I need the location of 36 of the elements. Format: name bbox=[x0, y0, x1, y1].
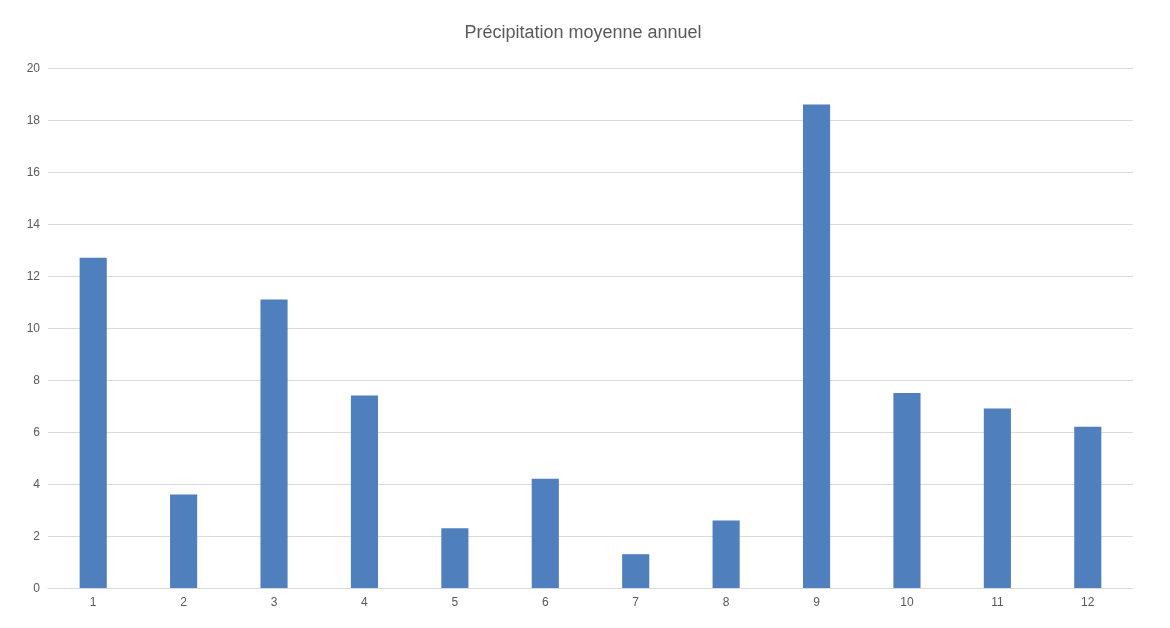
y-tick-label: 4 bbox=[33, 477, 41, 491]
x-tick-label: 4 bbox=[361, 595, 369, 609]
y-tick-label: 0 bbox=[33, 581, 41, 595]
bar bbox=[79, 257, 107, 588]
bar bbox=[802, 104, 831, 588]
bar bbox=[350, 395, 379, 588]
x-tick-label: 2 bbox=[180, 595, 188, 609]
x-tick-label: 9 bbox=[813, 595, 821, 609]
bar bbox=[1074, 426, 1102, 588]
x-tick-label: 8 bbox=[722, 595, 730, 609]
y-tick-label: 10 bbox=[26, 321, 41, 335]
bar bbox=[622, 554, 650, 588]
x-tick-label: 7 bbox=[632, 595, 640, 609]
y-tick-label: 12 bbox=[26, 269, 41, 283]
bar bbox=[712, 520, 740, 588]
y-tick-label: 18 bbox=[26, 113, 41, 127]
y-tick-label: 2 bbox=[33, 529, 41, 543]
chart-title: Précipitation moyenne annuel bbox=[464, 22, 702, 42]
bar bbox=[170, 494, 198, 588]
x-tick-label: 3 bbox=[270, 595, 278, 609]
x-tick-label: 5 bbox=[451, 595, 459, 609]
y-tick-label: 6 bbox=[33, 425, 41, 439]
bar bbox=[531, 478, 559, 588]
x-tick-label: 6 bbox=[541, 595, 549, 609]
y-tick-label: 14 bbox=[26, 217, 41, 231]
y-tick-label: 20 bbox=[26, 61, 41, 75]
x-tick-label: 10 bbox=[900, 595, 914, 609]
y-tick-label: 8 bbox=[33, 373, 41, 387]
bar bbox=[441, 528, 469, 588]
x-tick-label: 1 bbox=[89, 595, 97, 609]
bar bbox=[260, 299, 288, 588]
x-tick-label: 11 bbox=[991, 595, 1004, 609]
y-tick-label: 16 bbox=[26, 165, 41, 179]
bar bbox=[893, 393, 921, 588]
bar bbox=[983, 408, 1011, 588]
x-tick-label: 12 bbox=[1081, 595, 1095, 609]
